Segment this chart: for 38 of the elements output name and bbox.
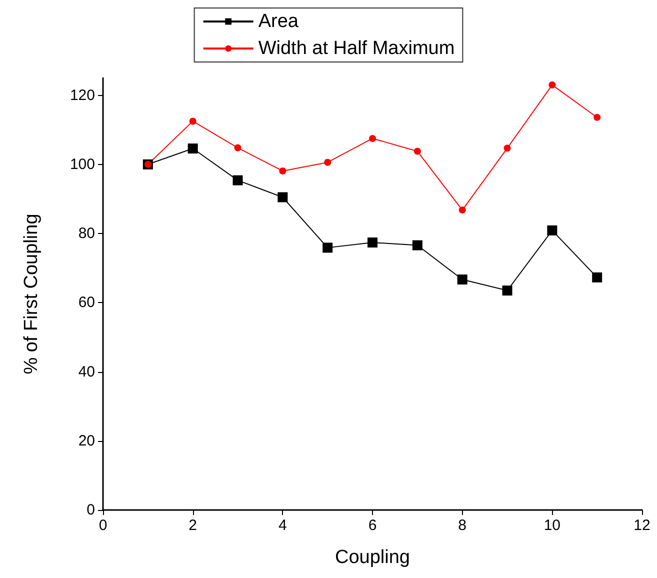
point	[368, 238, 378, 248]
point	[279, 167, 286, 174]
point	[504, 144, 511, 152]
point	[324, 158, 332, 166]
point	[234, 144, 242, 152]
y-tick-label: 80	[78, 225, 95, 242]
point	[369, 134, 376, 142]
y-axis-title: % of First Coupling	[21, 214, 42, 374]
point	[278, 192, 288, 202]
legend-label: Area	[258, 11, 299, 32]
point	[548, 81, 556, 88]
x-tick-label: 0	[98, 517, 108, 534]
y-tick-label: 20	[78, 432, 95, 450]
x-tick-label: 10	[544, 517, 561, 534]
x-tick-label: 2	[188, 517, 198, 534]
y-tick-label: 40	[78, 363, 95, 380]
point	[547, 225, 558, 236]
point	[232, 175, 243, 186]
point	[189, 118, 196, 125]
point	[322, 242, 333, 253]
y-tick-label: 60	[78, 294, 95, 312]
point	[594, 114, 601, 121]
x-tick-label: 6	[368, 517, 377, 534]
y-tick-label: 100	[70, 156, 95, 173]
x-tick-label: 8	[458, 517, 467, 534]
point	[502, 286, 512, 296]
x-axis-title: Coupling	[335, 547, 410, 568]
point	[457, 274, 468, 284]
legend-label: Width at Half Maximum	[258, 38, 455, 59]
x-tick-label: 12	[634, 517, 650, 534]
y-tick-label: 0	[86, 502, 95, 518]
point	[458, 206, 466, 214]
x-tick-label: 4	[278, 517, 287, 534]
point	[412, 240, 422, 250]
point	[592, 272, 602, 282]
point	[414, 148, 421, 155]
point	[188, 144, 198, 154]
y-tick-label: 120	[70, 86, 95, 104]
